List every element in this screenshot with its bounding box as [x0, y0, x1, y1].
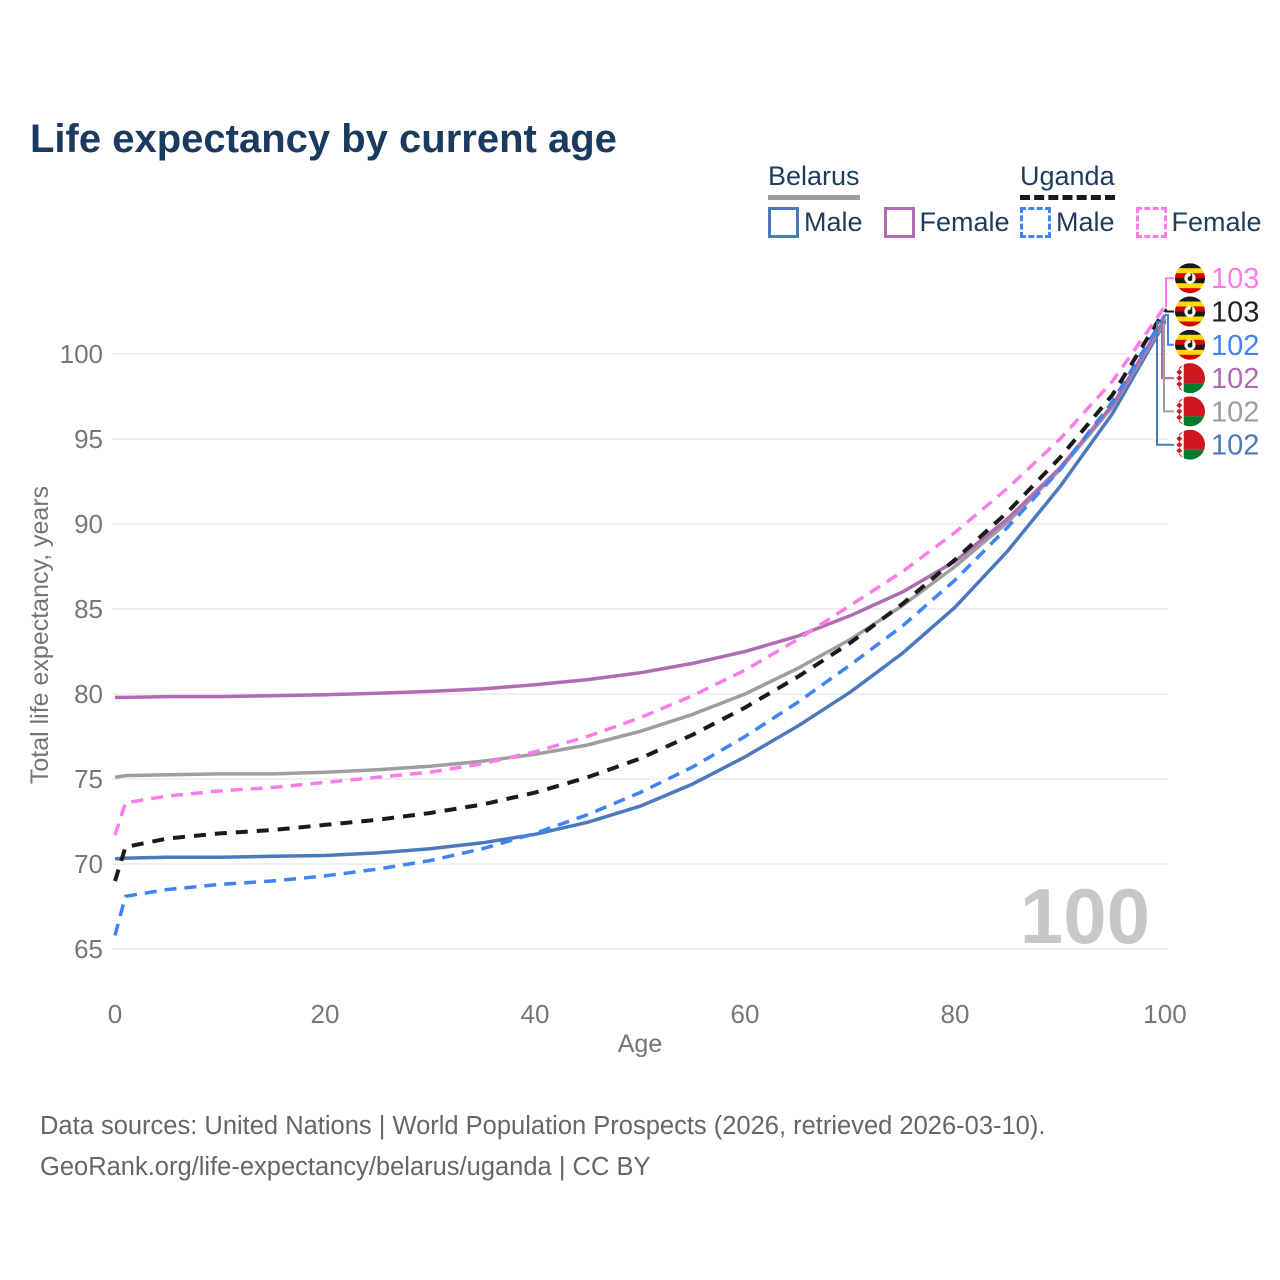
line-uganda-female[interactable]: [113, 305, 1167, 836]
flag-icon-uganda: [1175, 263, 1205, 294]
age-watermark: 100: [1020, 872, 1150, 960]
y-tick-label: 85: [74, 594, 103, 624]
leader-line-uganda-female: [1165, 277, 1174, 308]
x-tick-label: 100: [1143, 999, 1186, 1029]
leader-line-belarus-male: [1156, 320, 1174, 446]
line-uganda-male[interactable]: [113, 313, 1167, 936]
legend-label-belarus-female: Female: [919, 207, 1010, 237]
legend-item-uganda-male[interactable]: Male: [1020, 207, 1115, 238]
end-label-uganda-female: 103: [1211, 263, 1259, 295]
line-uganda-total[interactable]: [113, 308, 1167, 882]
x-tick-label: 20: [311, 999, 340, 1029]
legend-group-belarus: Belarus Male Female: [768, 161, 1010, 238]
x-tick-label: 0: [108, 999, 122, 1029]
end-label-uganda-total: 103: [1211, 297, 1259, 329]
page-title: Life expectancy by current age: [30, 116, 617, 161]
y-tick-label: 100: [60, 339, 103, 369]
y-tick-label: 95: [74, 424, 103, 454]
legend-label-uganda-female: Female: [1171, 207, 1262, 237]
end-label-belarus-male: 102: [1211, 430, 1259, 462]
x-tick-label: 60: [731, 999, 760, 1029]
y-axis-title: Total life expectancy, years: [26, 486, 54, 784]
y-tick-label: 65: [74, 934, 103, 964]
flag-icon-uganda: [1175, 329, 1205, 360]
leader-line-uganda-total: [1165, 308, 1174, 313]
legend-item-belarus-female[interactable]: Female: [883, 207, 1010, 238]
flag-icon-belarus: [1175, 396, 1205, 427]
leader-line-belarus-female: [1161, 317, 1174, 380]
y-tick-label: 70: [74, 849, 103, 879]
legend-country-belarus[interactable]: Belarus: [768, 161, 860, 200]
end-label-belarus-total: 102: [1211, 396, 1259, 428]
legend-group-uganda: Uganda Male Female: [1020, 161, 1262, 238]
flag-icon-belarus: [1175, 429, 1205, 460]
legend-swatch-belarus-female[interactable]: [883, 207, 915, 238]
line-belarus-female[interactable]: [115, 317, 1167, 700]
footer-data-sources: Data sources: United Nations | World Pop…: [40, 1112, 1046, 1140]
legend-label-belarus-male: Male: [804, 207, 863, 237]
y-tick-label: 80: [74, 679, 103, 709]
flag-icon-belarus: [1175, 363, 1205, 394]
leader-line-belarus-total: [1163, 319, 1174, 413]
y-tick-label: 90: [74, 509, 103, 539]
x-tick-label: 40: [521, 999, 550, 1029]
legend-swatch-belarus-male[interactable]: [768, 207, 799, 238]
legend-swatch-uganda-female[interactable]: [1135, 207, 1167, 238]
line-belarus-total[interactable]: [114, 319, 1167, 780]
end-label-uganda-male: 102: [1211, 330, 1259, 362]
legend-country-uganda[interactable]: Uganda: [1020, 161, 1115, 200]
y-tick-label: 75: [74, 764, 103, 794]
legend-label-uganda-male: Male: [1056, 207, 1115, 237]
leader-line-uganda-male: [1165, 313, 1174, 346]
x-axis-title: Age: [618, 1030, 662, 1058]
footer-attribution-url: GeoRank.org/life-expectancy/belarus/ugan…: [40, 1153, 651, 1181]
legend-item-uganda-female[interactable]: Female: [1135, 207, 1262, 238]
legend-item-belarus-male[interactable]: Male: [768, 207, 863, 238]
line-belarus-male[interactable]: [114, 320, 1167, 861]
end-label-belarus-female: 102: [1211, 363, 1259, 395]
legend-swatch-uganda-male[interactable]: [1020, 207, 1051, 238]
x-tick-label: 80: [941, 999, 970, 1029]
footer: Data sources: United Nations | World Pop…: [40, 1106, 1045, 1188]
flag-icon-uganda: [1175, 296, 1205, 327]
